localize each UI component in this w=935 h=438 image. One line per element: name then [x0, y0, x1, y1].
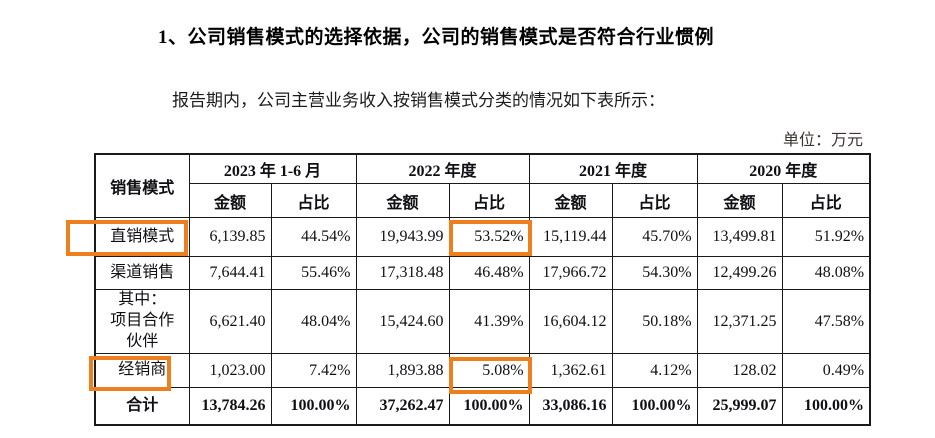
ratio-cell: 0.49% [781, 353, 871, 388]
amount-cell: 12,499.26 [696, 256, 783, 290]
amount-cell: 12,371.25 [696, 289, 783, 354]
amount-cell: 1,023.00 [188, 353, 272, 388]
amount-cell: 15,424.60 [355, 289, 450, 354]
table-header-row-metrics: 金额 占比 金额 占比 金额 占比 金额 占比 [95, 183, 871, 218]
section-heading: 1、公司销售模式的选择依据，公司的销售模式是否符合行业惯例 [158, 27, 715, 48]
ratio-cell: 100.00% [448, 387, 530, 426]
amount-cell: 15,119.44 [528, 217, 613, 257]
subheader-ratio: 占比 [611, 183, 698, 218]
ratio-cell: 51.92% [781, 217, 871, 257]
amount-cell: 17,966.72 [528, 256, 613, 290]
ratio-cell: 45.70% [611, 217, 698, 257]
subheader-amount: 金额 [528, 183, 613, 218]
table-row-channel-sales: 渠道销售 7,644.41 55.46% 17,318.48 46.48% 17… [94, 256, 871, 290]
unit-label: 单位：万元 [782, 132, 863, 149]
ratio-cell: 100.00% [611, 387, 698, 426]
row-label: 渠道销售 [94, 256, 190, 290]
amount-cell: 16,604.12 [528, 289, 613, 354]
ratio-cell: 48.08% [781, 256, 871, 290]
ratio-cell: 100.00% [270, 387, 357, 426]
amount-cell: 6,621.40 [188, 289, 272, 354]
ratio-cell: 54.30% [611, 256, 698, 290]
row-label: 合计 [94, 387, 190, 426]
ratio-cell: 46.48% [448, 256, 530, 290]
column-header-period-2023: 2023 年 1-6 月 [188, 153, 357, 184]
table-row-distributors: 经销商 1,023.00 7.42% 1,893.88 5.08% 1,362.… [94, 353, 871, 388]
column-header-sales-mode: 销售模式 [94, 153, 190, 218]
ratio-cell: 4.12% [611, 353, 698, 388]
amount-cell: 19,943.99 [355, 217, 450, 257]
table-row-total: 合计 13,784.26 100.00% 37,262.47 100.00% 3… [94, 387, 871, 426]
ratio-cell: 100.00% [781, 387, 871, 426]
ratio-cell: 44.54% [270, 217, 357, 257]
amount-cell: 1,362.61 [528, 353, 613, 388]
table-row-direct-sales: 直销模式 6,139.85 44.54% 19,943.99 53.52% 15… [94, 217, 871, 257]
amount-cell: 17,318.48 [355, 256, 450, 290]
amount-cell: 128.02 [696, 353, 783, 388]
amount-cell: 1,893.88 [355, 353, 450, 388]
amount-cell: 37,262.47 [355, 387, 450, 426]
subheader-ratio: 占比 [270, 183, 357, 218]
ratio-cell: 50.18% [611, 289, 698, 354]
ratio-cell: 47.58% [781, 289, 871, 354]
sales-mode-revenue-table: 销售模式 2023 年 1-6 月 2022 年度 2021 年度 2020 年… [94, 153, 872, 426]
amount-cell: 13,784.26 [188, 387, 272, 426]
intro-paragraph: 报告期内，公司主营业务收入按销售模式分类的情况如下表所示： [172, 91, 665, 110]
amount-cell: 25,999.07 [696, 387, 783, 426]
row-label: 直销模式 [94, 217, 190, 257]
amount-cell: 13,499.81 [696, 217, 783, 257]
column-header-period-2020: 2020 年度 [696, 153, 871, 184]
table-header-row-periods: 销售模式 2023 年 1-6 月 2022 年度 2021 年度 2020 年… [94, 153, 871, 218]
ratio-cell: 7.42% [270, 353, 357, 388]
subheader-ratio: 占比 [781, 183, 871, 218]
subheader-amount: 金额 [355, 183, 450, 218]
ratio-cell: 48.04% [270, 289, 357, 354]
amount-cell: 7,644.41 [188, 256, 272, 290]
table-row-project-partners: 其中： 项目合作 伙伴 6,621.40 48.04% 15,424.60 41… [94, 289, 871, 354]
ratio-cell: 53.52% [448, 217, 530, 257]
ratio-cell: 5.08% [448, 353, 530, 388]
amount-cell: 6,139.85 [188, 217, 272, 257]
ratio-cell: 55.46% [270, 256, 357, 290]
amount-cell: 33,086.16 [528, 387, 613, 426]
column-header-period-2022: 2022 年度 [355, 153, 530, 184]
subheader-amount: 金额 [188, 183, 272, 218]
subheader-amount: 金额 [696, 183, 783, 218]
row-label: 其中： 项目合作 伙伴 [94, 289, 190, 354]
ratio-cell: 41.39% [448, 289, 530, 354]
column-header-period-2021: 2021 年度 [528, 153, 698, 184]
subheader-ratio: 占比 [448, 183, 530, 218]
row-label: 经销商 [94, 353, 190, 388]
